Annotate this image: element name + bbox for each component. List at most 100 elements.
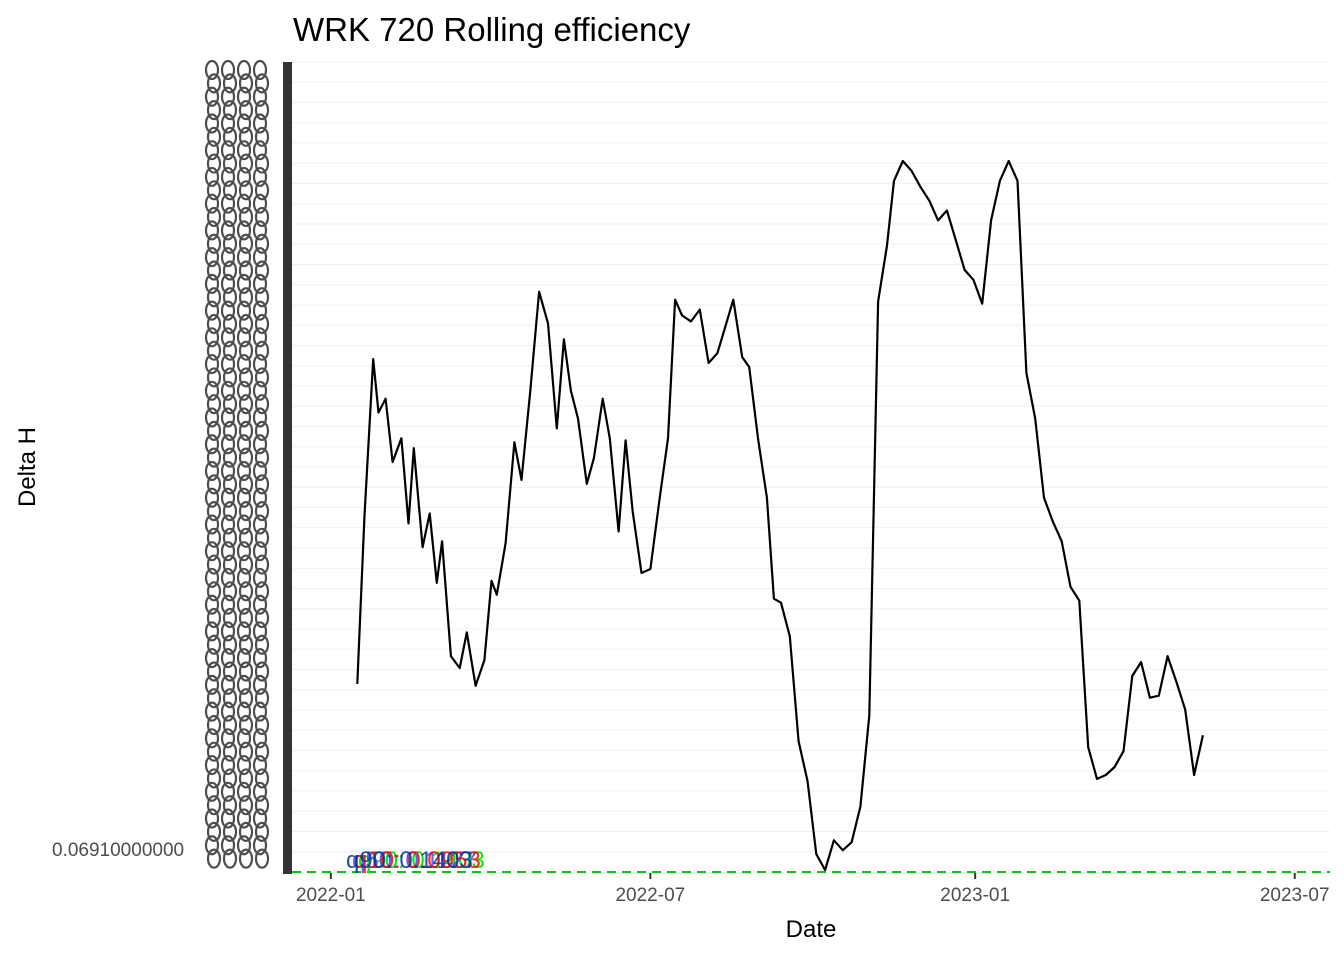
y-tick-label-glyph — [204, 113, 220, 134]
y-tick-label-glyph — [222, 420, 238, 441]
y-tick-label-glyph — [254, 661, 270, 682]
y-tick-label-glyph — [236, 273, 252, 294]
y-tick-label-glyph — [222, 73, 238, 94]
y-tick-label-glyph — [236, 353, 252, 375]
y-tick-label-glyph — [238, 340, 254, 361]
y-tick-label-glyph — [252, 353, 268, 375]
y-tick-label-glyph — [236, 220, 252, 241]
y-tick-label-glyph — [222, 848, 238, 869]
y-tick-label-glyph — [220, 59, 236, 81]
y-tick-label-glyph — [254, 848, 270, 869]
x-tick-label: 2022-01 — [296, 885, 366, 906]
y-tick-label-glyph — [238, 848, 254, 869]
y-tick-label-glyph — [204, 835, 220, 856]
y-tick-label-glyph — [222, 233, 238, 254]
y-tick-label-glyph — [236, 781, 252, 802]
y-tick-label-glyph — [254, 420, 270, 441]
y-tick-label-glyph — [204, 781, 220, 802]
x-tick-label: 2023-01 — [940, 885, 1010, 906]
y-tick-label-glyph — [236, 701, 252, 722]
y-tick-label-glyph — [254, 313, 270, 335]
y-tick-label-glyph — [204, 808, 220, 829]
y-tick-label-glyph — [220, 808, 236, 829]
y-tick-label-glyph — [222, 527, 238, 548]
y-tick-label-glyph — [238, 741, 254, 762]
y-tick-label-glyph — [236, 247, 252, 268]
y-tick-label-glyph — [236, 754, 252, 776]
y-tick-label-glyph — [204, 701, 220, 722]
y-tick-label-glyph — [254, 367, 270, 388]
y-tick-label-glyph — [254, 714, 270, 736]
y-tick-label-glyph — [222, 714, 238, 736]
y-tick-label-glyph — [252, 514, 268, 535]
y-tick-label-glyph — [220, 407, 236, 428]
y-tick-label-glyph — [254, 394, 270, 415]
x-axis-title: Date — [786, 916, 837, 943]
y-tick-label-glyph — [236, 166, 252, 188]
y-tick-label-glyph — [252, 193, 268, 214]
y-tick-label-glyph — [220, 487, 236, 508]
y-tick-label-glyph — [238, 768, 254, 789]
y-tick-label-glyph — [236, 728, 252, 749]
y-tick-label-glyph — [252, 781, 268, 802]
y-tick-label-glyph — [206, 848, 222, 869]
chart-title: WRK 720 Rolling efficiency — [293, 11, 691, 48]
y-tick-label-glyph — [252, 327, 268, 348]
y-tick-label-glyph — [220, 220, 236, 241]
y-tick-label-glyph — [238, 180, 254, 201]
y-tick-label-glyph — [222, 795, 238, 816]
y-tick-label-glyph — [254, 768, 270, 789]
y-tick-label-glyph — [220, 380, 236, 401]
y-tick-label-glyph — [206, 741, 222, 762]
y-tick-label-glyph — [236, 300, 252, 321]
y-tick-label-glyph — [204, 514, 220, 535]
y-tick-label-glyph — [204, 220, 220, 241]
x-axis-ticks: 2022-01 2022-07 2023-01 2023-07 — [296, 873, 1330, 906]
y-tick-label-glyph — [236, 113, 252, 134]
y-tick-label-glyph — [254, 741, 270, 762]
y-tick-label-glyph — [206, 206, 222, 228]
y-tick-label-glyph — [206, 607, 222, 629]
y-tick-label-glyph — [252, 59, 268, 81]
y-tick-label-glyph — [206, 714, 222, 736]
y-tick-label-glyph — [206, 768, 222, 789]
y-tick-label-glyph — [252, 701, 268, 722]
y-tick-label-glyph — [238, 661, 254, 682]
y-tick-label-glyph — [204, 273, 220, 294]
y-tick-label-glyph — [222, 688, 238, 709]
y-tick-label-glyph — [254, 233, 270, 254]
y-tick-label-glyph — [204, 460, 220, 482]
y-tick-label-glyph — [220, 460, 236, 482]
y-tick-label-glyph — [204, 327, 220, 348]
y-tick-label-glyph — [206, 126, 222, 147]
y-tick-label-glyph — [238, 688, 254, 709]
y-tick-label-glyph — [206, 287, 222, 308]
y-tick-label-glyph — [206, 313, 222, 335]
y-tick-label-glyph — [238, 447, 254, 468]
y-tick-label-glyph — [206, 447, 222, 468]
y-tick-label-glyph — [222, 581, 238, 602]
y-tick-label-glyph — [238, 260, 254, 281]
y-tick-label-glyph — [220, 353, 236, 375]
y-tick-label-glyph — [206, 340, 222, 361]
y-tick-label-glyph — [206, 73, 222, 94]
y-tick-label-glyph — [204, 541, 220, 562]
y-tick-label-glyph — [252, 754, 268, 776]
y-tick-label-glyph — [252, 166, 268, 188]
y-tick-label-glyph — [238, 99, 254, 121]
y-tick-label-glyph — [238, 367, 254, 388]
y-tick-label-glyph — [222, 554, 238, 575]
y-tick-label-glyph — [222, 367, 238, 388]
y-tick-label-glyph — [204, 567, 220, 589]
y-tick-label-glyph — [222, 768, 238, 789]
y-tick-label-glyph — [236, 86, 252, 107]
y-tick-label-glyph — [204, 166, 220, 188]
y-tick-label-glyph — [204, 728, 220, 749]
y-tick-label-glyph — [252, 300, 268, 321]
y-tick-label-stack — [204, 59, 270, 869]
y-tick-label-glyph — [252, 541, 268, 562]
y-tick-label-glyph — [206, 394, 222, 415]
y-tick-label-glyph — [206, 554, 222, 575]
y-tick-label-glyph — [220, 648, 236, 669]
